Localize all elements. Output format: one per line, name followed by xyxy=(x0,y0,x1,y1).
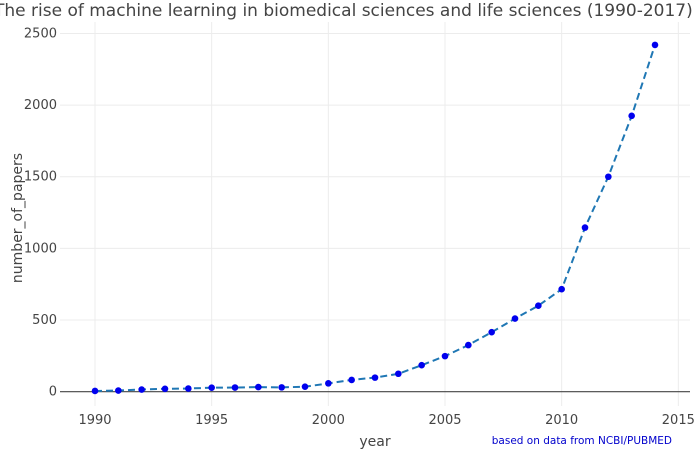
data-point xyxy=(161,385,169,393)
y-tick-label: 0 xyxy=(49,385,57,400)
data-point xyxy=(185,385,192,392)
data-point xyxy=(651,41,659,49)
y-tick-label: 2000 xyxy=(24,98,57,113)
x-tick-label: 2015 xyxy=(662,413,695,428)
data-point xyxy=(605,173,612,181)
data-point xyxy=(581,224,589,231)
data-point xyxy=(208,384,215,391)
data-point xyxy=(418,361,425,369)
data-point xyxy=(348,376,355,384)
data-point xyxy=(255,383,262,391)
chart-title: The rise of machine learning in biomedic… xyxy=(0,1,693,21)
x-tick-label: 1990 xyxy=(78,413,111,428)
data-point xyxy=(301,383,309,390)
data-point xyxy=(535,302,542,310)
data-point xyxy=(371,374,379,381)
data-point xyxy=(511,315,519,322)
data-point xyxy=(278,384,285,391)
data-point xyxy=(488,328,495,336)
data-points xyxy=(91,41,659,395)
y-tick-label: 2500 xyxy=(24,26,57,41)
series-line xyxy=(94,44,656,392)
y-tick-label: 1500 xyxy=(24,170,57,185)
x-tick-label: 2005 xyxy=(428,413,461,428)
data-point xyxy=(231,384,239,391)
data-point xyxy=(465,341,472,349)
x-tick-label: 2000 xyxy=(312,413,345,428)
axes: 1990 1995 2000 2005 2010 2015 0 500 1000 1500 2000… xyxy=(24,26,695,428)
data-source-annotation: based on data from NCBI/PUBMED xyxy=(492,435,672,447)
x-axis-label: year xyxy=(359,434,390,450)
data-point xyxy=(138,386,145,393)
data-point xyxy=(628,112,635,120)
data-point xyxy=(115,387,122,394)
x-tick-label: 1995 xyxy=(195,413,228,428)
data-point xyxy=(91,387,99,395)
grid xyxy=(60,22,690,406)
series-line-path xyxy=(94,44,656,392)
data-point xyxy=(325,380,332,387)
data-point xyxy=(395,370,402,378)
data-point xyxy=(441,352,449,360)
y-tick-label: 1000 xyxy=(24,241,57,256)
x-tick-label: 2010 xyxy=(545,413,578,428)
data-point xyxy=(558,285,565,293)
y-axis-label: number_of_papers xyxy=(10,153,26,283)
y-tick-label: 500 xyxy=(32,313,57,328)
